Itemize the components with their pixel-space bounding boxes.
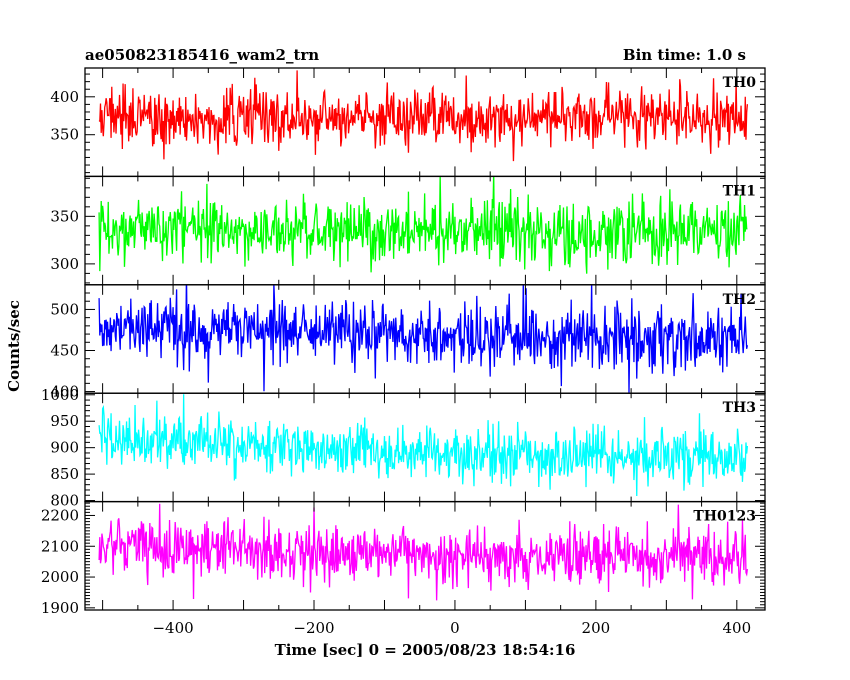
panel-label: TH3 xyxy=(723,400,756,416)
series-line-th0 xyxy=(98,70,749,162)
plot-title: ae050823185416_wam2_trn xyxy=(85,46,319,64)
y-tick-label: 300 xyxy=(50,255,79,273)
panel-th0123: 1900 2000 2100 2200 TH0123 xyxy=(41,500,766,617)
panel-label: TH1 xyxy=(723,183,756,199)
y-tick-label: 1900 xyxy=(41,599,79,617)
y-tick-label: 500 xyxy=(50,300,79,318)
y-tick-label: 800 xyxy=(50,492,79,510)
y-tick-label: 850 xyxy=(50,465,79,483)
x-axis-label: Time [sec] 0 = 2005/08/23 18:54:16 xyxy=(275,641,576,659)
y-tick-label: 900 xyxy=(50,439,79,457)
y-tick-label: 2200 xyxy=(41,506,79,524)
series-line-th2 xyxy=(98,284,749,394)
panel-th0: 350 400 TH0 xyxy=(50,67,766,178)
panel-th1: 300 350 TH1 xyxy=(50,175,766,286)
series-line-th1 xyxy=(98,176,748,274)
y-tick-label: 350 xyxy=(50,126,79,144)
x-tick-label: −400 xyxy=(152,619,193,637)
x-axis: −400 −200 0 200 400 xyxy=(152,619,751,637)
panel-th3: 800 850 900 950 1000 TH3 xyxy=(41,386,766,510)
x-tick-label: −200 xyxy=(293,619,334,637)
y-tick-label: 1000 xyxy=(41,386,79,404)
x-tick-label: 0 xyxy=(450,619,460,637)
bin-time-label: Bin time: 1.0 s xyxy=(623,46,746,64)
panel-label: TH2 xyxy=(723,292,756,308)
panel-label: TH0 xyxy=(723,75,757,91)
x-tick-label: 400 xyxy=(722,619,751,637)
y-tick-label: 950 xyxy=(50,412,79,430)
panel-th2: 400 450 500 TH2 xyxy=(50,284,766,401)
x-tick-label: 200 xyxy=(582,619,611,637)
y-tick-label: 400 xyxy=(50,88,79,106)
y-tick-label: 2000 xyxy=(41,568,79,586)
panel-label: TH0123 xyxy=(693,509,756,525)
series-line-th0123 xyxy=(98,503,749,601)
series-line-th3 xyxy=(98,394,749,497)
panels-group: 350 400 TH0 300 350 TH1 400 450 500 TH2 800 850 900 9… xyxy=(41,67,766,617)
y-tick-label: 2100 xyxy=(41,537,79,555)
y-tick-label: 350 xyxy=(50,207,79,225)
y-tick-label: 400 xyxy=(50,383,79,401)
y-axis-label: Counts/sec xyxy=(5,300,23,392)
y-tick-label: 450 xyxy=(50,341,79,359)
